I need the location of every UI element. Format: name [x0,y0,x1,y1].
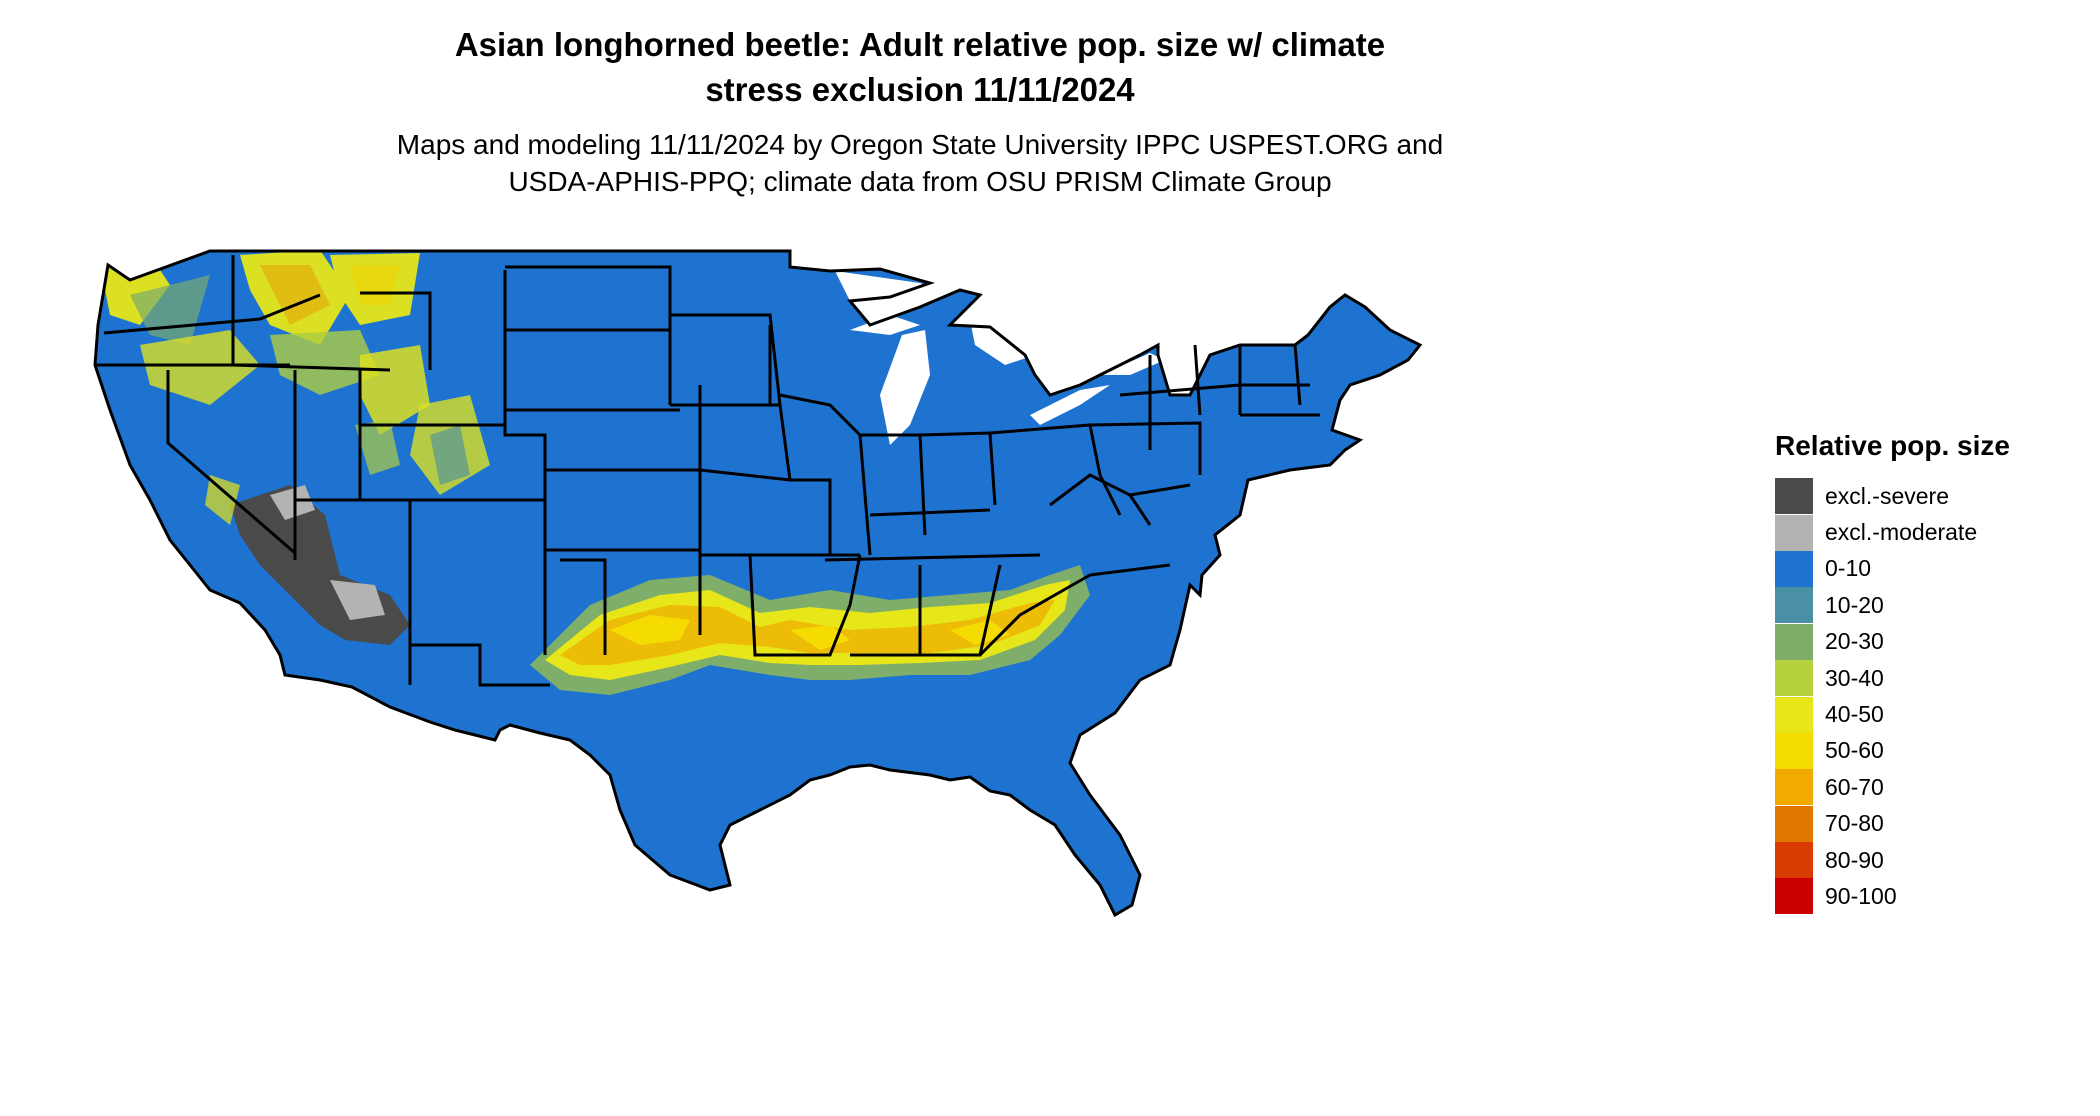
legend-item-excl-severe: excl.-severe [1775,478,2010,515]
legend-swatch [1775,623,1813,660]
legend-label: 50-60 [1825,737,1884,764]
subtitle-line-1: Maps and modeling 11/11/2024 by Oregon S… [396,129,1444,160]
legend-item-40-50: 40-50 [1775,696,2010,733]
mountain-west-patches [100,251,490,495]
legend-label: 0-10 [1825,555,1872,582]
legend-item-20-30: 20-30 [1775,623,2010,660]
legend-label: 60-70 [1825,773,1884,800]
legend-title: Relative pop. size [1775,430,2010,461]
legend-label: 20-30 [1825,628,1884,655]
legend-item-90-100: 90-100 [1775,878,2010,915]
legend-swatch [1775,514,1813,551]
legend-label: excl.-moderate [1825,519,1978,546]
legend-swatch [1775,769,1813,806]
legend-swatch [1775,805,1813,842]
title-line-1: Asian longhorned beetle: Adult relative … [454,26,1386,63]
legend-swatch [1775,478,1813,515]
legend-item-0-10: 0-10 [1775,550,2010,587]
legend-label: 80-90 [1825,846,1884,873]
legend-label: 70-80 [1825,810,1884,837]
legend-item-60-70: 60-70 [1775,769,2010,806]
legend-item-excl-moderate: excl.-moderate [1775,514,2010,551]
map-subtitle: Maps and modeling 11/11/2024 by Oregon S… [0,126,1840,200]
us-population-map [93,249,1423,918]
southwest-exclusion [205,475,410,645]
legend: Relative pop. size excl.-severe excl.-mo… [1775,430,2010,915]
legend-swatch [1775,550,1813,587]
legend-item-10-20: 10-20 [1775,587,2010,624]
legend-item-70-80: 70-80 [1775,805,2010,842]
legend-item-80-90: 80-90 [1775,842,2010,879]
legend-items: excl.-severe excl.-moderate 0-10 10-20 2… [1775,478,2010,915]
legend-label: 10-20 [1825,591,1884,618]
legend-label: excl.-severe [1825,482,1949,509]
legend-label: 40-50 [1825,701,1884,728]
legend-item-50-60: 50-60 [1775,732,2010,769]
legend-label: 30-40 [1825,664,1884,691]
legend-item-30-40: 30-40 [1775,660,2010,697]
subtitle-line-2: USDA-APHIS-PPQ; climate data from OSU PR… [508,166,1332,197]
state-boundaries [93,249,1423,918]
map-title: Asian longhorned beetle: Adult relative … [0,22,1840,112]
legend-swatch [1775,696,1813,733]
legend-swatch [1775,587,1813,624]
legend-swatch [1775,878,1813,915]
legend-label: 90-100 [1825,882,1897,909]
legend-swatch [1775,660,1813,697]
legend-swatch [1775,732,1813,769]
legend-swatch [1775,842,1813,879]
title-line-2: stress exclusion 11/11/2024 [705,71,1135,108]
